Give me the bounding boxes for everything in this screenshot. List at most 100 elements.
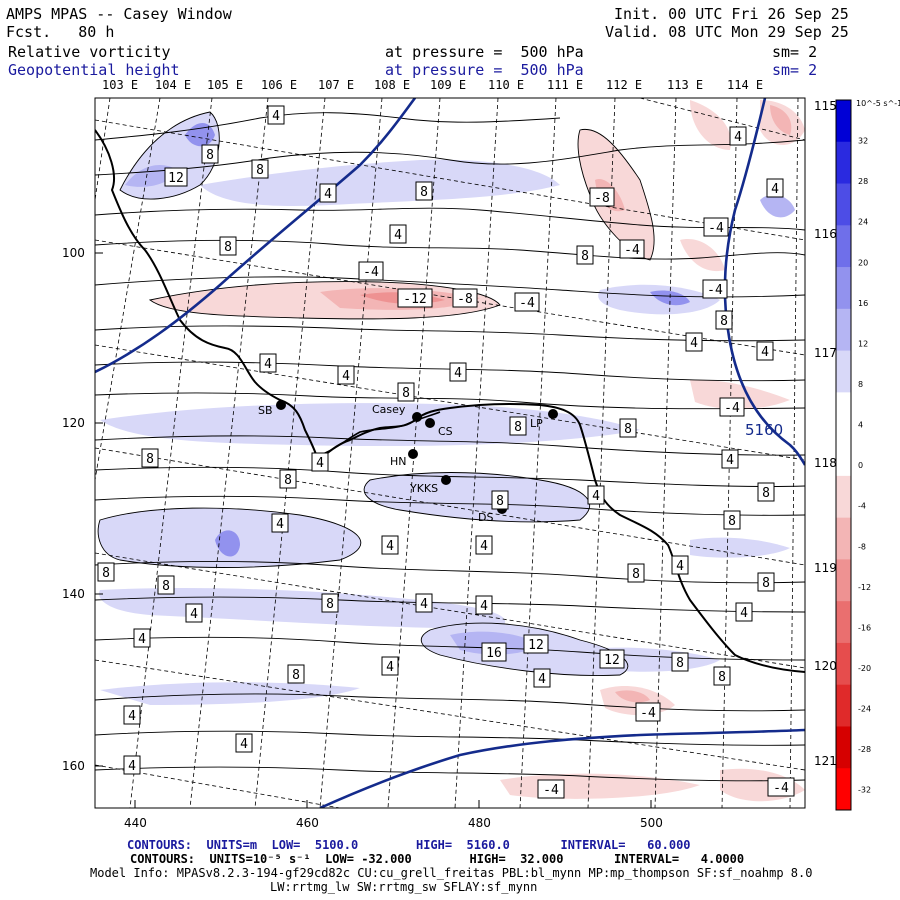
contour-label: 4	[128, 709, 136, 724]
contour-label-box: 8	[509, 416, 527, 436]
colorbar-label: 16	[858, 299, 868, 308]
contour-label: 8	[496, 494, 504, 509]
contour-label-box: 4	[735, 602, 753, 622]
contour-label-box: -8	[589, 187, 615, 207]
station-label-cs: CS	[438, 425, 453, 438]
contour-label: 8	[420, 185, 428, 200]
contour-label: 4	[538, 672, 546, 687]
contour-label-box: 4	[123, 705, 141, 725]
contour-label: 8	[514, 420, 522, 435]
contour-label: 8	[632, 567, 640, 582]
contour-label-box: -4	[358, 261, 384, 281]
lon-label: 112 E	[606, 78, 643, 92]
contour-label: 8	[206, 148, 214, 163]
contour-label-box: 8	[141, 448, 159, 468]
colorbar-swatch	[836, 183, 851, 226]
contour-label: -4	[640, 706, 656, 721]
contour-label: 8	[292, 668, 300, 683]
contour-label-box: 4	[475, 595, 493, 615]
contour-label-box: 4	[721, 449, 739, 469]
contour-label: -4	[363, 265, 379, 280]
contour-label: 4	[342, 369, 350, 384]
contour-label-box: 4	[267, 105, 285, 125]
colorbar-swatch	[836, 350, 851, 393]
colorbar-swatch	[836, 141, 851, 185]
coastline	[95, 129, 805, 673]
contour-label-box: 4	[311, 452, 329, 472]
contour-label: 4	[740, 606, 748, 621]
contour-label: -12	[403, 292, 426, 307]
model-info: Model Info: MPASv8.2.3-194-gf29cd82c CU:…	[90, 866, 813, 880]
contour-label: 4	[128, 759, 136, 774]
colorbar-swatch	[836, 392, 851, 435]
field2-name: Geopotential height	[8, 61, 180, 79]
contour-label-box: 8	[715, 310, 733, 330]
station-label-lp: LP	[530, 417, 543, 430]
colorbar-swatch	[836, 642, 851, 686]
contour-label-box: 4	[381, 535, 399, 555]
valid-time: Valid. 08 UTC Mon 29 Sep 25	[605, 23, 849, 41]
lon-label: 106 E	[261, 78, 298, 92]
vorticity-contour-info: CONTOURS: UNITS=10⁻⁵ s⁻¹ LOW= -32.000 HI…	[130, 852, 745, 866]
colorbar-swatch	[836, 225, 851, 268]
colorbar: 32 28 24 20 16 12 8 4 0 -4 -8 -12 -16 -20 -24 -28 -32	[835, 99, 871, 811]
contour-label-box: -4	[514, 292, 540, 312]
contour-label: 16	[486, 646, 502, 661]
contour-label-box: 12	[599, 649, 625, 669]
contour-label: 12	[168, 171, 184, 186]
field2-smoothing: sm= 2	[772, 61, 818, 79]
contour-label: 8	[326, 597, 334, 612]
colorbar-label: 24	[858, 218, 868, 227]
lon-label: 105 E	[207, 78, 244, 92]
contour-label-box: 16	[481, 642, 507, 662]
contour-label-box: 8	[415, 181, 433, 201]
contour-label: 8	[146, 452, 154, 467]
colorbar-swatch	[836, 434, 851, 477]
contour-label-box: 8	[97, 562, 115, 582]
colorbar-frame	[835, 99, 852, 811]
colorbar-swatch	[836, 308, 851, 352]
contour-label-box: 12	[523, 634, 549, 654]
contour-label: -4	[519, 296, 535, 311]
contour-label: 4	[480, 539, 488, 554]
contour-label-box: -4	[767, 777, 795, 797]
colorbar-swatch	[836, 559, 851, 602]
contour-label-box: 4	[381, 656, 399, 676]
contour-label-box: 4	[123, 755, 141, 775]
colorbar-label: -24	[858, 705, 871, 714]
contour-label: 8	[720, 314, 728, 329]
plot-frame	[94, 97, 806, 809]
contour-label: 8	[728, 514, 736, 529]
lon-label: 109 E	[430, 78, 467, 92]
colorbar-swatch	[836, 684, 851, 727]
contour-label-box: 8	[397, 382, 415, 402]
lon-label: 114 E	[727, 78, 764, 92]
colorbar-label: 8	[858, 380, 863, 389]
colorbar-label: -20	[858, 664, 871, 673]
contour-label: 4	[386, 539, 394, 554]
colorbar-label: 4	[858, 421, 863, 430]
contour-label: 4	[240, 737, 248, 752]
contour-label-box: 4	[235, 733, 253, 753]
height-contour-label: 5160	[745, 421, 783, 439]
station-label-sb: SB	[258, 404, 273, 417]
contour-label-box: 4	[533, 668, 551, 688]
map-plot-area: SB Casey CS HN LP YKKS DS 5160 4 8 12 8 …	[95, 98, 805, 808]
contour-label-box: 4	[319, 183, 337, 203]
station-marker-hn	[408, 449, 418, 459]
contour-label-box: 4	[766, 178, 784, 198]
colorbar-swatch	[836, 517, 851, 560]
model-info-physics: LW:rrtmg_lw SW:rrtmg_sw SFLAY:sf_mynn	[270, 880, 538, 894]
contour-label-box: 4	[729, 126, 747, 146]
contour-label: 12	[604, 653, 620, 668]
vorticity-contours	[95, 111, 805, 782]
contour-label-box: 8	[491, 490, 509, 510]
colorbar-swatch	[836, 475, 851, 519]
contour-label: 4	[726, 453, 734, 468]
contour-label: 8	[402, 386, 410, 401]
window-title: AMPS MPAS -- Casey Window	[6, 5, 232, 23]
contour-label-box: 4	[475, 535, 493, 555]
contour-label: 8	[762, 576, 770, 591]
lon-label: 108 E	[374, 78, 411, 92]
coastline-inner	[319, 411, 441, 456]
